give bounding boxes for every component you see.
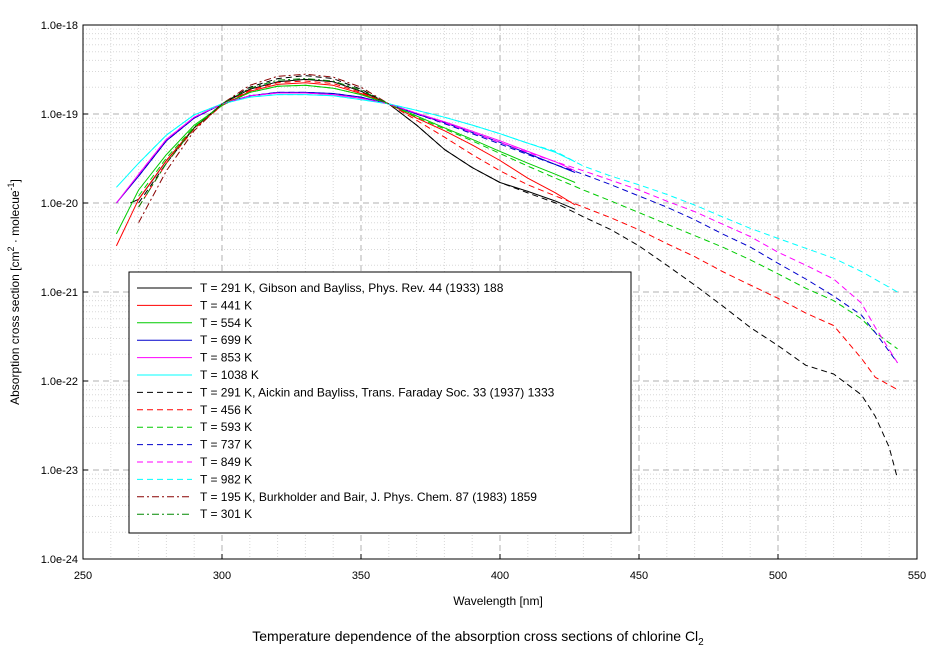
x-tick-label: 500 — [769, 570, 787, 582]
legend-label-4: T = 699 K — [200, 333, 252, 347]
y-tick-label: 1.0e-24 — [41, 554, 78, 566]
legend-label-7: T = 291 K, Aickin and Bayliss, Trans. Fa… — [200, 385, 555, 399]
legend-label-3: T = 554 K — [200, 316, 252, 330]
x-tick-label: 300 — [213, 570, 231, 582]
x-tick-label: 450 — [630, 570, 648, 582]
legend-label-8: T = 456 K — [200, 403, 252, 417]
legend: T = 291 K, Gibson and Bayliss, Phys. Rev… — [128, 271, 632, 534]
legend-label-9: T = 593 K — [200, 420, 252, 434]
legend-label-13: T = 195 K, Burkholder and Bair, J. Phys.… — [200, 490, 537, 504]
series-line-12 — [138, 94, 898, 293]
legend-label-1: T = 291 K, Gibson and Bayliss, Phys. Rev… — [200, 281, 504, 295]
y-tick-label: 1.0e-21 — [41, 287, 78, 299]
axis-ticks: 250 300 350 400 450 500 550 1.0e-24 1.0e-23 1.0e-… — [41, 20, 926, 582]
series-line-9 — [138, 84, 898, 350]
x-tick-label: 400 — [491, 570, 509, 582]
y-tick-label: 1.0e-19 — [41, 109, 78, 121]
y-tick-label: 1.0e-18 — [41, 20, 78, 32]
legend-label-6: T = 1038 K — [200, 368, 259, 382]
x-tick-label: 550 — [908, 570, 926, 582]
series-line-4 — [116, 91, 576, 204]
y-tick-label: 1.0e-22 — [41, 376, 78, 388]
y-axis-label: Absorption cross section [cm2 · molecue-… — [6, 179, 22, 405]
y-tick-label: 1.0e-23 — [41, 465, 78, 477]
y-tick-label: 1.0e-20 — [41, 198, 78, 210]
legend-box — [128, 271, 632, 534]
x-tick-label: 350 — [352, 570, 370, 582]
legend-label-2: T = 441 K — [200, 298, 252, 312]
legend-label-11: T = 849 K — [200, 455, 252, 469]
series-line-10 — [138, 91, 898, 364]
series-line-8 — [138, 80, 898, 391]
legend-label-14: T = 301 K — [200, 507, 252, 521]
legend-label-10: T = 737 K — [200, 438, 252, 452]
legend-label-5: T = 853 K — [200, 351, 252, 365]
x-tick-label: 250 — [74, 570, 92, 582]
plot-series — [115, 73, 898, 479]
series-line-14 — [138, 78, 390, 208]
chart-title: Temperature dependence of the absorption… — [252, 628, 704, 648]
series-line-2 — [115, 82, 576, 247]
x-axis-label: Wavelength [nm] — [453, 594, 543, 608]
legend-label-12: T = 982 K — [200, 472, 252, 486]
series-line-5 — [116, 92, 576, 204]
